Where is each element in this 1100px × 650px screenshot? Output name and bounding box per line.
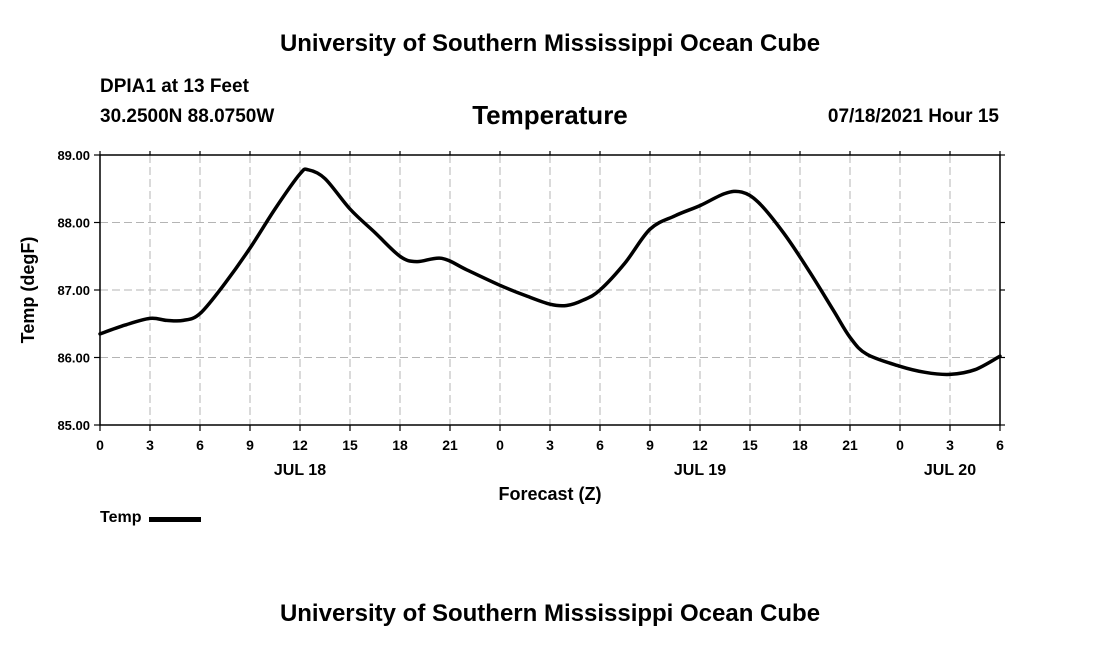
- coordinates-label: 30.2500N 88.0750W: [100, 106, 275, 127]
- page-title: University of Southern Mississippi Ocean…: [279, 30, 821, 57]
- legend-swatch: [149, 516, 202, 522]
- x-tick-label: 6: [596, 437, 604, 453]
- x-tick-label: 0: [896, 437, 904, 453]
- x-tick-label: 9: [246, 437, 254, 453]
- x-tick-label: 15: [342, 437, 358, 453]
- x-tick-label: 0: [96, 437, 104, 453]
- run-time-label: 07/18/2021 Hour 15: [827, 106, 999, 127]
- chart-title: Temperature: [472, 100, 628, 130]
- x-axis-label: Forecast (Z): [498, 484, 601, 504]
- x-tick-label: 18: [392, 437, 408, 453]
- x-tick-label: 3: [146, 437, 154, 453]
- y-tick-label: 86.00: [57, 351, 90, 366]
- date-label: JUL 20: [924, 462, 976, 479]
- footer-title: University of Southern Mississippi Ocean…: [279, 600, 821, 627]
- legend: Temp: [100, 509, 202, 527]
- x-tick-label: 3: [546, 437, 554, 453]
- x-tick-label: 12: [292, 437, 308, 453]
- date-label: JUL 18: [274, 462, 326, 479]
- x-tick-label: 0: [496, 437, 504, 453]
- y-tick-label: 89.00: [57, 148, 90, 163]
- y-tick-label: 87.00: [57, 283, 90, 298]
- temperature-chart: 0 3 6 9 12 15 18 21 0 3 6 9 12 15 18 21 0 3 6 85.00 86.00 87.…: [18, 148, 1005, 504]
- x-tick-label: 21: [842, 437, 858, 453]
- x-tick-label: 12: [692, 437, 708, 453]
- y-axis-label: Temp (degF): [18, 237, 38, 344]
- y-tick-label: 88.00: [57, 216, 90, 231]
- x-tick-label: 6: [196, 437, 204, 453]
- x-tick-label: 3: [946, 437, 954, 453]
- station-label: DPIA1 at 13 Feet: [100, 76, 249, 97]
- y-tick-label: 85.00: [57, 418, 90, 433]
- x-tick-label: 9: [646, 437, 654, 453]
- x-tick-label: 21: [442, 437, 458, 453]
- x-tick-label: 18: [792, 437, 808, 453]
- x-tick-label: 15: [742, 437, 758, 453]
- date-label: JUL 19: [674, 462, 726, 479]
- legend-label: Temp: [100, 509, 142, 526]
- series-line-temp: [98, 167, 1002, 377]
- x-tick-label: 6: [996, 437, 1004, 453]
